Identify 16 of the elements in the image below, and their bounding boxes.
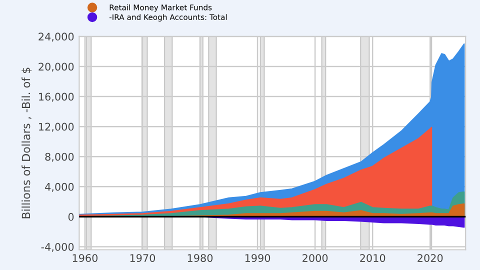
- x-tick-label: 1970: [130, 254, 156, 262]
- x-tick-label: 1980: [188, 254, 213, 262]
- y-tick-label: 0: [68, 212, 74, 221]
- y-axis-title: Billions of Dollars , -Bil. of $: [22, 68, 32, 218]
- y-tick-label: 20,000: [38, 62, 74, 72]
- y-tick-label: 8,000: [45, 152, 74, 162]
- y-tick-label: 16,000: [39, 92, 74, 102]
- x-tick-label: 2000: [302, 254, 328, 262]
- y-tick-label: -4,000: [41, 242, 74, 252]
- x-tick-label: 1960: [72, 254, 98, 262]
- y-tick-label: 12,000: [39, 122, 74, 132]
- y-tick-label: 4,000: [45, 182, 74, 192]
- y-tick-label: 24,000: [38, 32, 74, 42]
- x-tick-label: 2020: [418, 254, 443, 262]
- x-tick-label: 2010: [360, 254, 386, 262]
- x-tick-label: 1990: [245, 254, 270, 262]
